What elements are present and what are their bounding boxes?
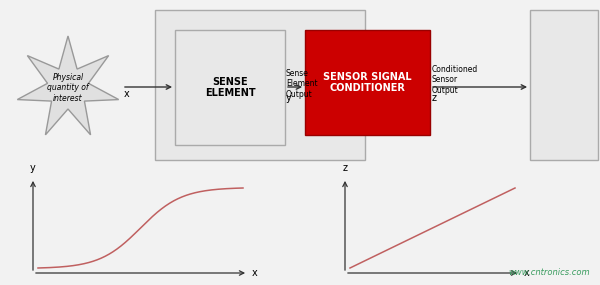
- Bar: [175, 30, 285, 145]
- Text: Sense
Element
Output: Sense Element Output: [286, 69, 317, 99]
- Text: y: y: [30, 163, 36, 173]
- Text: Conditioned
Sensor
Output: Conditioned Sensor Output: [432, 65, 478, 95]
- Text: Physical
quantity of
interest: Physical quantity of interest: [47, 73, 89, 103]
- Text: x: x: [124, 89, 130, 99]
- Text: x: x: [252, 268, 258, 278]
- Polygon shape: [17, 36, 119, 135]
- Bar: [530, 10, 598, 160]
- Text: SENSOR SIGNAL
CONDITIONER: SENSOR SIGNAL CONDITIONER: [323, 72, 412, 93]
- Bar: [305, 30, 430, 135]
- Text: www.cntronics.com: www.cntronics.com: [508, 268, 590, 277]
- Text: y: y: [286, 93, 292, 103]
- Text: z: z: [432, 93, 437, 103]
- Bar: [155, 10, 365, 160]
- Text: SENSE
ELEMENT: SENSE ELEMENT: [205, 77, 256, 98]
- Text: z: z: [343, 163, 347, 173]
- Text: x: x: [524, 268, 530, 278]
